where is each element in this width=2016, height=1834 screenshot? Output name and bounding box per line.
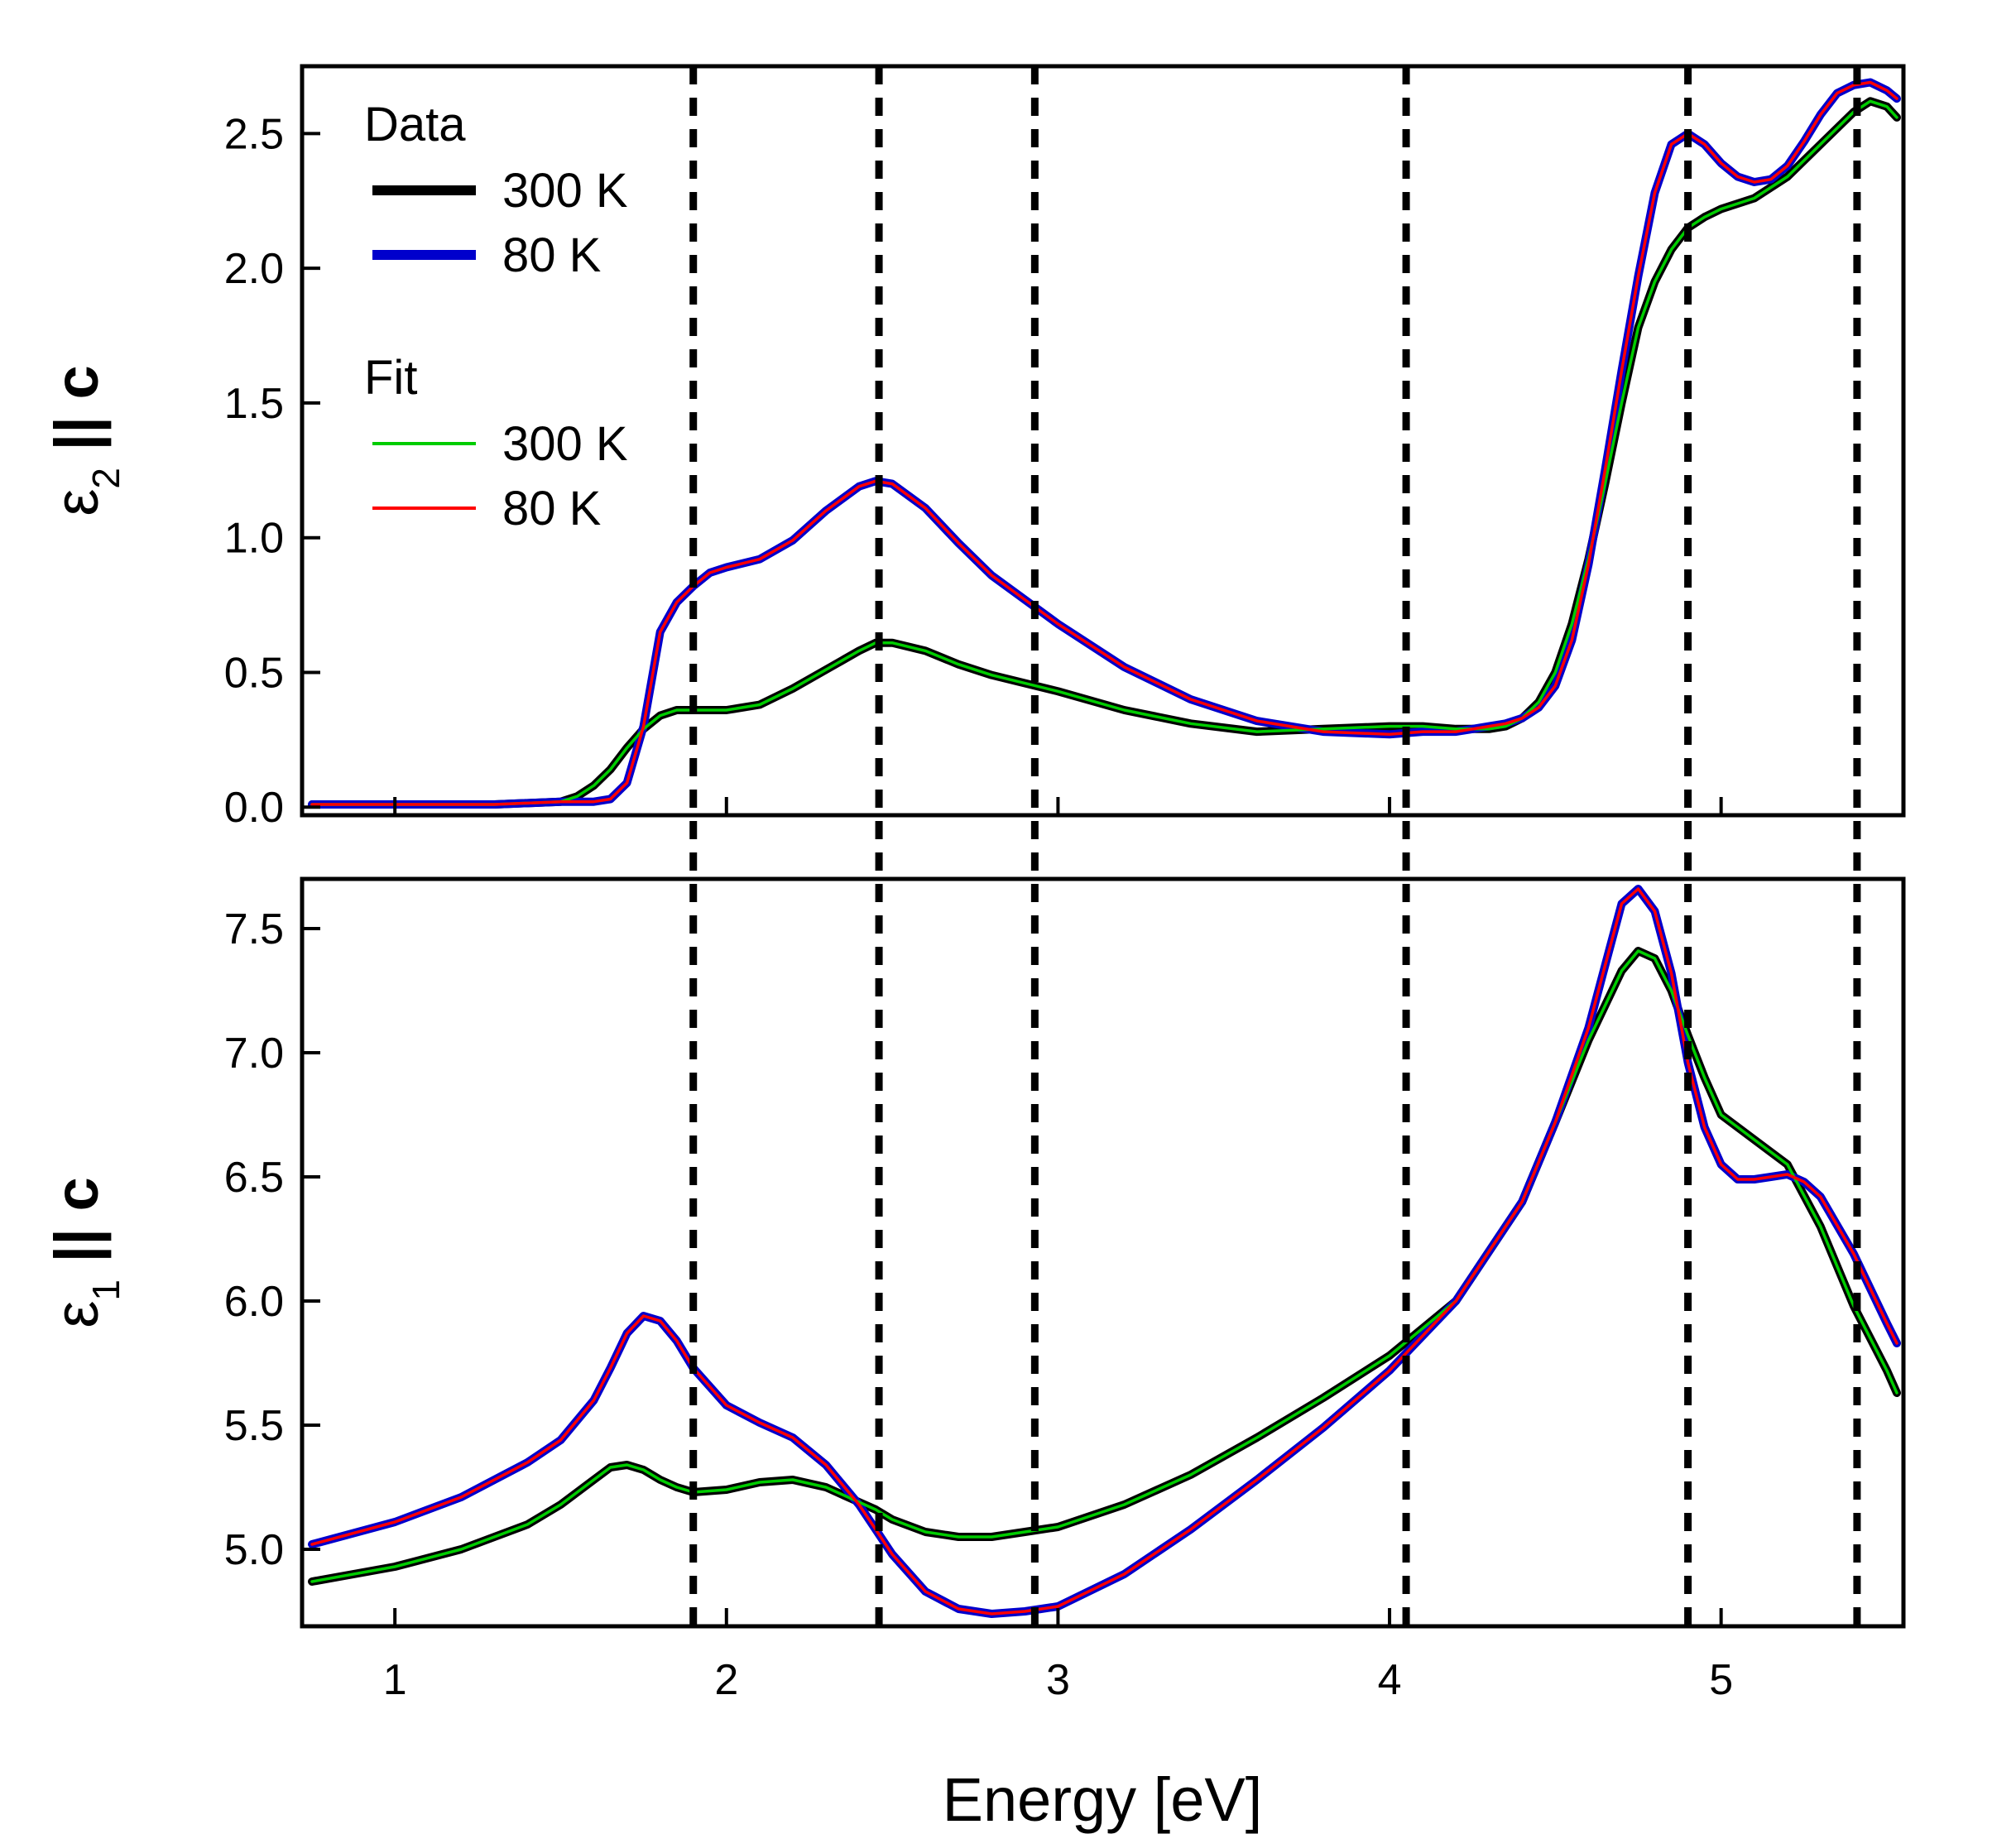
top-ytick-label: 2.0 (224, 245, 284, 293)
legend-entry-label: 300 K (502, 417, 628, 471)
top-ytick-label: 1.5 (224, 380, 284, 428)
legend-group-title: Fit (364, 351, 417, 405)
bottom-xtick-label: 5 (1709, 1656, 1733, 1704)
bottom-xtick-label: 4 (1378, 1656, 1402, 1704)
top-ytick-label: 0.0 (224, 784, 284, 832)
reference-dashed-lines (689, 66, 1861, 1626)
legend-entry-label: 80 K (502, 482, 602, 535)
bottom-ytick-label: 7.5 (224, 905, 284, 953)
y-axis-title-epsilon1: ε1 || c (42, 1177, 127, 1327)
bottom-xtick-label: 3 (1046, 1656, 1070, 1704)
top-panel-frame (300, 64, 1906, 818)
bottom-ytick-label: 7.0 (224, 1030, 284, 1078)
bottom-ytick-label: 5.5 (224, 1402, 284, 1450)
panel-epsilon1: 5.0 5.5 6.0 6.5 7.0 7.5 1 2 3 4 5 (224, 885, 1901, 1704)
bottom-series-fit-300-k (310, 949, 1898, 1583)
ylabel-rest: || c (42, 1177, 112, 1279)
ylabel-subscript: 1 (84, 1279, 127, 1301)
legend: Data 300 K 80 K Fit 300 K 80 K (364, 98, 628, 535)
top-ytick-label: 1.0 (224, 515, 284, 563)
panel-epsilon2: 0.0 0.5 1.0 1.5 2.0 2.5 (224, 78, 1901, 832)
top-ytick-label: 0.5 (224, 649, 284, 697)
bottom-series-fit-80-k (310, 887, 1898, 1616)
bottom-ytick-label: 6.5 (224, 1154, 284, 1202)
top-series-fit-80-k (310, 80, 1898, 806)
x-axis-title: Energy [eV] (943, 1765, 1263, 1834)
ylabel-subscript: 2 (84, 468, 127, 489)
legend-entry-label: 300 K (502, 164, 628, 218)
bottom-xtick-label: 2 (714, 1656, 738, 1704)
ylabel-symbol: ε (42, 1301, 111, 1328)
bottom-panel-frame (300, 876, 1906, 1629)
ylabel-symbol: ε (42, 489, 111, 516)
legend-group-title: Data (364, 98, 466, 151)
top-series-fit-300-k (310, 99, 1898, 806)
ylabel-rest: || c (42, 365, 112, 468)
bottom-xtick-label: 1 (383, 1656, 407, 1704)
top-ytick-label: 2.5 (224, 110, 284, 158)
y-axis-title-epsilon2: ε2 || c (42, 365, 127, 516)
bottom-ytick-label: 6.0 (224, 1278, 284, 1326)
panel-frames (300, 64, 1906, 1629)
bottom-ytick-label: 5.0 (224, 1526, 284, 1574)
legend-entry-label: 80 K (502, 228, 602, 282)
